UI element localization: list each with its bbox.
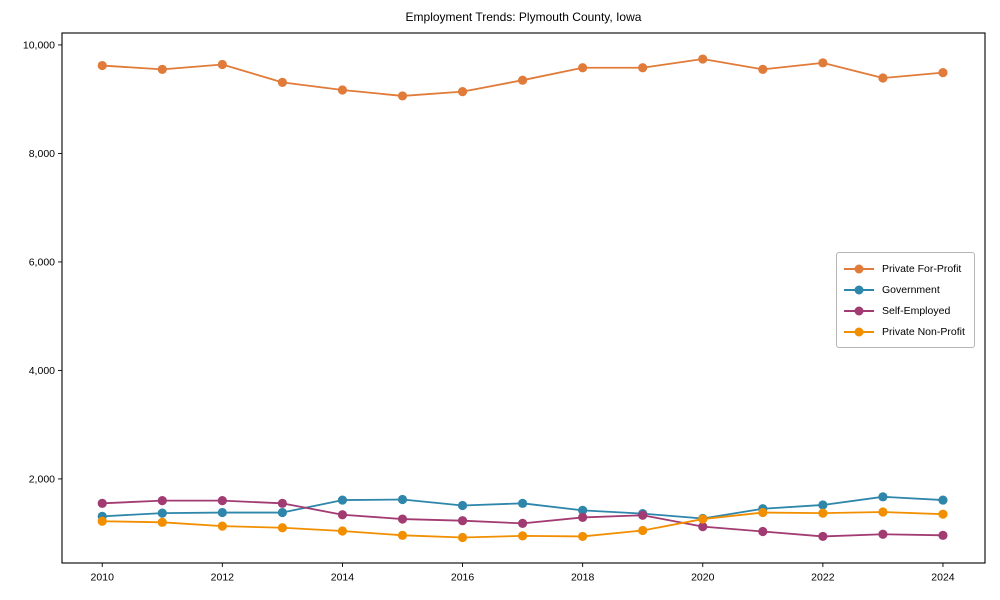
data-point-marker xyxy=(938,530,948,540)
data-point-marker xyxy=(217,521,227,531)
data-point-marker xyxy=(878,529,888,539)
data-point-marker xyxy=(818,58,828,68)
data-point-marker xyxy=(517,531,528,541)
data-point-marker xyxy=(638,63,648,73)
data-point-marker xyxy=(277,507,287,518)
data-point-marker xyxy=(517,498,528,508)
data-point-marker xyxy=(818,508,828,518)
data-point-marker xyxy=(397,530,408,540)
data-point-marker xyxy=(337,526,348,536)
data-point-marker xyxy=(878,507,888,517)
data-point-marker xyxy=(878,492,888,502)
legend-item: Self-Employed xyxy=(844,300,967,321)
data-point-marker xyxy=(578,63,588,73)
legend-marker-icon xyxy=(844,305,874,316)
y-axis-tick-label: 10,000 xyxy=(23,40,55,52)
y-axis-tick-label: 2,000 xyxy=(29,474,55,486)
data-point-marker xyxy=(157,508,167,518)
data-point-marker xyxy=(337,495,348,505)
plot-frame xyxy=(61,32,986,564)
y-axis-tick-label: 8,000 xyxy=(29,148,55,160)
legend: Private For-Profit Government Self-Employe… xyxy=(836,252,975,348)
data-point-marker xyxy=(217,59,227,70)
data-point-marker xyxy=(217,496,227,506)
data-point-marker xyxy=(157,496,167,506)
x-axis-tick-label: 2010 xyxy=(91,572,115,584)
x-axis-tick-label: 2018 xyxy=(571,572,595,584)
data-point-marker xyxy=(578,512,588,523)
x-axis-tick-label: 2024 xyxy=(931,572,955,584)
data-point-marker xyxy=(938,509,948,519)
data-point-marker xyxy=(457,516,468,526)
data-point-marker xyxy=(97,60,107,71)
chart-title: Employment Trends: Plymouth County, Iowa xyxy=(405,10,642,24)
data-point-marker xyxy=(277,523,287,533)
data-point-marker xyxy=(277,498,287,508)
data-point-marker xyxy=(457,532,468,543)
legend-marker-icon xyxy=(844,284,874,295)
x-axis-tick-label: 2014 xyxy=(331,572,355,584)
data-point-marker xyxy=(698,522,708,532)
legend-label: Private For-Profit xyxy=(882,262,962,275)
data-point-marker xyxy=(938,68,948,78)
data-point-marker xyxy=(97,498,107,508)
legend-label: Government xyxy=(882,283,940,296)
data-point-marker xyxy=(457,86,468,97)
data-point-marker xyxy=(698,54,708,64)
data-point-marker xyxy=(638,510,648,520)
data-point-marker xyxy=(517,75,528,85)
data-point-marker xyxy=(698,514,708,524)
data-point-marker xyxy=(157,517,167,527)
data-point-marker xyxy=(578,531,588,542)
x-axis-tick-label: 2012 xyxy=(211,572,235,584)
legend-item: Private For-Profit xyxy=(844,258,967,279)
x-axis-tick-label: 2016 xyxy=(451,572,475,584)
data-point-marker xyxy=(758,526,768,537)
data-point-marker xyxy=(457,500,468,511)
legend-item: Government xyxy=(844,279,967,300)
data-point-marker xyxy=(397,91,408,101)
legend-marker-icon xyxy=(844,326,874,337)
data-point-marker xyxy=(97,516,107,526)
data-point-marker xyxy=(337,85,348,95)
data-point-marker xyxy=(758,507,768,518)
y-axis-tick-label: 6,000 xyxy=(29,257,55,269)
legend-marker-icon xyxy=(844,263,874,274)
data-point-marker xyxy=(277,77,287,87)
x-axis-tick-label: 2022 xyxy=(811,572,835,584)
data-point-marker xyxy=(758,64,768,74)
data-point-marker xyxy=(818,500,828,510)
data-point-marker xyxy=(217,507,227,518)
legend-label: Private Non-Profit xyxy=(882,325,965,338)
data-point-marker xyxy=(337,510,348,520)
data-point-marker xyxy=(397,494,408,505)
data-point-marker xyxy=(818,531,828,542)
y-axis-tick-label: 4,000 xyxy=(29,365,55,377)
data-point-marker xyxy=(938,495,948,505)
data-point-marker xyxy=(578,505,588,515)
legend-item: Private Non-Profit xyxy=(844,321,967,342)
data-point-marker xyxy=(638,525,648,536)
data-point-marker xyxy=(878,73,888,83)
legend-label: Self-Employed xyxy=(882,304,951,317)
data-point-marker xyxy=(397,514,408,524)
data-point-marker xyxy=(517,518,528,528)
data-point-marker xyxy=(157,64,167,74)
x-axis-tick-label: 2020 xyxy=(691,572,715,584)
